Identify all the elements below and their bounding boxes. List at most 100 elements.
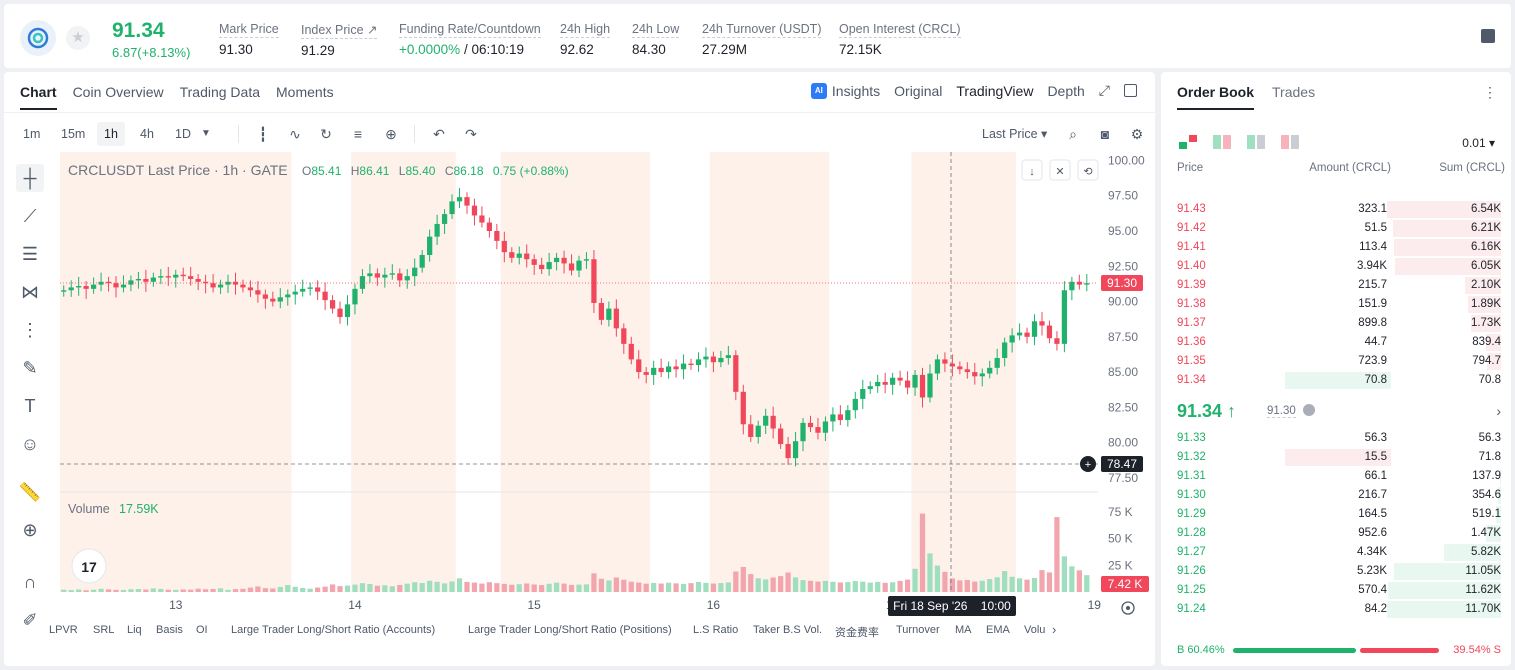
- candle: [613, 299, 619, 337]
- window-icon[interactable]: [1124, 84, 1137, 97]
- tab-moments[interactable]: Moments: [276, 84, 334, 100]
- text-icon[interactable]: T: [24, 395, 36, 416]
- tab-trades[interactable]: Trades: [1272, 84, 1316, 100]
- layout-asks-icon[interactable]: [1281, 135, 1299, 149]
- timeframe-4h[interactable]: 4h: [140, 127, 154, 141]
- candle: [942, 352, 948, 372]
- indicator-item[interactable]: Turnover: [896, 624, 940, 636]
- indicator-item[interactable]: Basis: [156, 624, 183, 636]
- view-original[interactable]: Original: [894, 82, 943, 99]
- ask-row[interactable]: 91.37 899.8 1.73K: [1161, 314, 1511, 333]
- ask-row[interactable]: 91.41 113.4 6.16K: [1161, 238, 1511, 257]
- undo-icon[interactable]: ↶: [433, 126, 445, 142]
- magnet-icon[interactable]: ∩: [23, 571, 37, 592]
- camera-icon[interactable]: ◙: [1100, 126, 1110, 142]
- candle: [994, 348, 1000, 375]
- indicator-item[interactable]: OI: [196, 624, 208, 636]
- legend-controls[interactable]: ↓ ✕ ⟲: [1021, 159, 1099, 181]
- add-icon[interactable]: ⊕: [385, 126, 397, 142]
- indicator-item[interactable]: Liq: [127, 624, 142, 636]
- trend-line-icon[interactable]: ⟋: [23, 205, 37, 226]
- candle: [255, 281, 261, 303]
- gear-icon[interactable]: ⚙: [1130, 126, 1144, 142]
- timeframe-dropdown-icon[interactable]: ▼: [201, 128, 211, 139]
- layout-both-icon[interactable]: [1179, 135, 1197, 149]
- timeframe-15m[interactable]: 15m: [61, 127, 86, 141]
- insights-tab[interactable]: AI Insights: [810, 82, 880, 99]
- tab-chart[interactable]: Chart: [20, 84, 57, 110]
- tradingview-logo[interactable]: 17: [71, 548, 107, 584]
- indicator-item[interactable]: MA: [955, 624, 972, 636]
- ask-row[interactable]: 91.43 323.1 6.54K: [1161, 200, 1511, 219]
- search-icon[interactable]: ⌕: [1069, 126, 1077, 142]
- candle-type-icon[interactable]: ┇: [258, 126, 268, 142]
- favorite-star-icon[interactable]: ★: [66, 26, 90, 50]
- ask-row[interactable]: 91.42 51.5 6.21K: [1161, 219, 1511, 238]
- indicator-item[interactable]: Taker B.S Vol.: [753, 624, 823, 636]
- timeframe-1m[interactable]: 1m: [23, 127, 41, 141]
- candlestick-chart[interactable]: 100.00 97.50 95.00 92.50 90.00 87.50 85.00 82.5…: [60, 152, 1150, 618]
- candle: [800, 417, 806, 452]
- indicator-item[interactable]: Volu: [1024, 624, 1046, 636]
- precision-select[interactable]: 0.01 ▾: [1462, 136, 1495, 150]
- bid-row[interactable]: 91.30 216.7 354.6: [1161, 486, 1511, 505]
- bid-row[interactable]: 91.29 164.5 519.1: [1161, 505, 1511, 524]
- emoji-icon[interactable]: ☺: [20, 433, 40, 454]
- layout-bids-icon[interactable]: [1247, 135, 1265, 149]
- indicator-item[interactable]: EMA: [986, 624, 1010, 636]
- pencil-lock-icon[interactable]: ✐: [22, 609, 38, 630]
- candle: [725, 345, 731, 365]
- bid-amount: 570.4: [1358, 584, 1387, 596]
- view-tradingview[interactable]: TradingView: [956, 82, 1034, 99]
- tab-coin-overview[interactable]: Coin Overview: [72, 84, 164, 100]
- redo-icon[interactable]: ↷: [465, 126, 477, 142]
- fib-icon[interactable]: ⋮: [21, 319, 39, 340]
- settings-icon[interactable]: [1121, 601, 1135, 615]
- list-icon[interactable]: ≡: [353, 126, 363, 142]
- indicator-item[interactable]: L.S Ratio: [693, 624, 739, 636]
- stat-index-price[interactable]: Index Price ↗ 91.29: [301, 22, 378, 58]
- info-icon[interactable]: [1303, 404, 1315, 416]
- chevron-right-icon[interactable]: ›: [1052, 622, 1057, 637]
- tab-order-book[interactable]: Order Book: [1177, 84, 1255, 110]
- chevron-right-icon[interactable]: ›: [1496, 403, 1501, 419]
- bid-row[interactable]: 91.27 4.34K 5.82K: [1161, 543, 1511, 562]
- refresh-icon[interactable]: ↻: [320, 126, 332, 142]
- bid-row[interactable]: 91.33 56.3 56.3: [1161, 429, 1511, 448]
- crosshair-icon[interactable]: ┼: [16, 164, 44, 192]
- document-icon[interactable]: [1481, 29, 1495, 43]
- bid-row[interactable]: 91.32 15.5 71.8: [1161, 448, 1511, 467]
- candle: [748, 415, 754, 442]
- tab-trading-data[interactable]: Trading Data: [179, 84, 261, 100]
- expand-icon[interactable]: ⤢: [1098, 82, 1110, 98]
- horizontal-lines-icon[interactable]: ☰: [21, 243, 39, 264]
- layout-split-icon[interactable]: [1213, 135, 1231, 149]
- bid-row[interactable]: 91.25 570.4 11.62K: [1161, 581, 1511, 600]
- ask-row[interactable]: 91.39 215.7 2.10K: [1161, 276, 1511, 295]
- ask-row[interactable]: 91.38 151.9 1.89K: [1161, 295, 1511, 314]
- indicator-item[interactable]: SRL: [93, 624, 115, 636]
- indicators-icon[interactable]: ∿: [289, 126, 301, 142]
- ruler-icon[interactable]: 📏: [18, 481, 42, 502]
- ask-row[interactable]: 91.40 3.94K 6.05K: [1161, 257, 1511, 276]
- indicator-item[interactable]: Large Trader Long/Short Ratio (Positions…: [468, 624, 672, 636]
- timeframe-1h[interactable]: 1h: [97, 122, 125, 146]
- price-type-select[interactable]: Last Price ▾: [982, 127, 1048, 141]
- ask-row[interactable]: 91.36 44.7 839.4: [1161, 333, 1511, 352]
- indicator-item[interactable]: LPVR: [49, 624, 78, 636]
- indicator-item[interactable]: Large Trader Long/Short Ratio (Accounts): [231, 624, 436, 636]
- bid-row[interactable]: 91.24 84.2 11.70K: [1161, 600, 1511, 619]
- bid-row[interactable]: 91.31 66.1 137.9: [1161, 467, 1511, 486]
- ask-row[interactable]: 91.34 70.8 70.8: [1161, 371, 1511, 390]
- timeframe-1d[interactable]: 1D: [175, 127, 191, 141]
- more-icon[interactable]: ⋮: [1483, 84, 1497, 100]
- view-depth[interactable]: Depth: [1047, 82, 1085, 99]
- pattern-icon[interactable]: ⋈: [21, 281, 39, 302]
- zoom-in-icon[interactable]: ⊕: [22, 519, 38, 540]
- volume-bar: [785, 572, 791, 592]
- brush-icon[interactable]: ✎: [22, 357, 38, 378]
- bid-row[interactable]: 91.28 952.6 1.47K: [1161, 524, 1511, 543]
- indicator-item[interactable]: 资金费率: [835, 627, 879, 639]
- ask-row[interactable]: 91.35 723.9 794.7: [1161, 352, 1511, 371]
- bid-row[interactable]: 91.26 5.23K 11.05K: [1161, 562, 1511, 581]
